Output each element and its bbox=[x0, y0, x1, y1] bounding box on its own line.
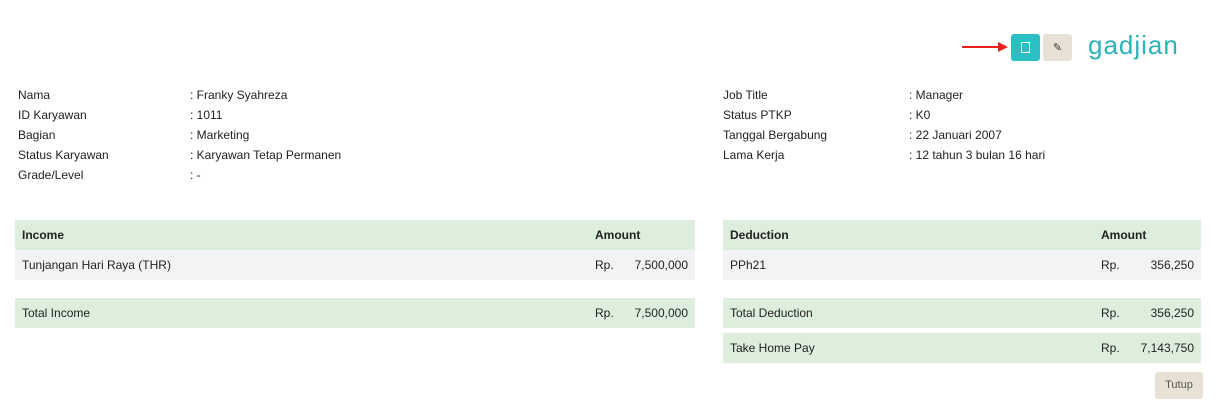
currency: Rp. bbox=[1101, 258, 1120, 272]
total-deduction-row: Total Deduction Rp. 356,250 bbox=[723, 298, 1201, 328]
document-icon bbox=[1021, 42, 1030, 53]
total-label: Total Deduction bbox=[730, 306, 813, 320]
item-name: Tunjangan Hari Raya (THR) bbox=[22, 258, 171, 272]
currency: Rp. bbox=[1101, 306, 1120, 320]
deduction-header: Deduction Amount bbox=[723, 220, 1201, 250]
amount: 7,143,750 bbox=[1140, 341, 1194, 355]
info-value: : 22 Januari 2007 bbox=[909, 128, 1002, 142]
info-value: : K0 bbox=[909, 108, 931, 122]
info-label: Lama Kerja bbox=[723, 148, 785, 162]
amount: 7,500,000 bbox=[634, 258, 688, 272]
info-value: : Marketing bbox=[190, 128, 250, 142]
pencil-icon: ✎ bbox=[1052, 42, 1063, 54]
info-label: Status PTKP bbox=[723, 108, 792, 122]
amount: 356,250 bbox=[1150, 258, 1194, 272]
income-header: Income Amount bbox=[15, 220, 695, 250]
info-label: Tanggal Bergabung bbox=[723, 128, 828, 142]
amount: 356,250 bbox=[1150, 306, 1194, 320]
info-value: : Karyawan Tetap Permanen bbox=[190, 148, 342, 162]
amount-header: Amount bbox=[1101, 228, 1147, 242]
take-home-pay-row: Take Home Pay Rp. 7,143,750 bbox=[723, 333, 1201, 363]
total-label: Total Income bbox=[22, 306, 91, 320]
income-row: Tunjangan Hari Raya (THR) Rp. 7,500,000 bbox=[15, 250, 695, 280]
currency: Rp. bbox=[595, 306, 614, 320]
info-label: ID Karyawan bbox=[18, 108, 87, 122]
take-home-label: Take Home Pay bbox=[730, 341, 815, 355]
deduction-header-label: Deduction bbox=[730, 228, 789, 242]
currency: Rp. bbox=[595, 258, 614, 272]
currency: Rp. bbox=[1101, 341, 1120, 355]
amount-header: Amount bbox=[595, 228, 641, 242]
arrow-head-icon bbox=[998, 42, 1008, 52]
total-income-row: Total Income Rp. 7,500,000 bbox=[15, 298, 695, 328]
download-pdf-button[interactable] bbox=[1011, 34, 1040, 61]
info-label: Nama bbox=[18, 88, 51, 102]
amount: 7,500,000 bbox=[634, 306, 688, 320]
edit-button[interactable]: ✎ bbox=[1043, 34, 1072, 61]
income-header-label: Income bbox=[22, 228, 65, 242]
info-value: : - bbox=[190, 168, 201, 182]
info-value: : Franky Syahreza bbox=[190, 88, 288, 102]
red-arrow-annotation bbox=[962, 46, 1000, 48]
info-label: Bagian bbox=[18, 128, 56, 142]
info-label: Grade/Level bbox=[18, 168, 84, 182]
gadjian-logo: gadjian bbox=[1088, 30, 1179, 60]
deduction-row: PPh21 Rp. 356,250 bbox=[723, 250, 1201, 280]
info-label: Status Karyawan bbox=[18, 148, 109, 162]
item-name: PPh21 bbox=[730, 258, 767, 272]
info-value: : Manager bbox=[909, 88, 964, 102]
info-value: : 1011 bbox=[190, 108, 223, 122]
info-label: Job Title bbox=[723, 88, 768, 102]
close-button[interactable]: Tutup bbox=[1155, 372, 1203, 399]
info-value: : 12 tahun 3 bulan 16 hari bbox=[909, 148, 1046, 162]
